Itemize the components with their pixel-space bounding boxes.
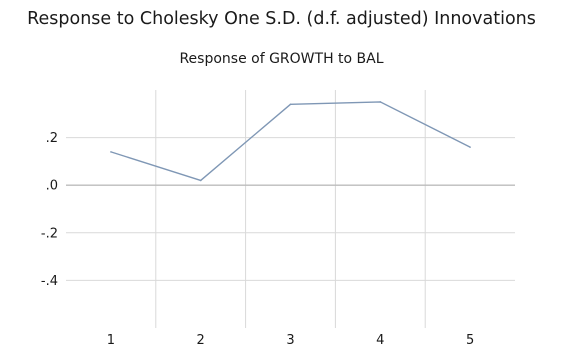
y-tick-label: -.2	[41, 226, 58, 241]
y-tick-label: -.4	[41, 274, 58, 289]
x-axis-ticks: 1 2 3 4 5	[107, 333, 474, 348]
grid-lines	[66, 90, 515, 328]
data-point	[379, 101, 382, 103]
series-line	[110, 101, 471, 182]
x-tick-label: 3	[286, 333, 294, 348]
chart-subtitle: Response of GROWTH to BAL	[179, 51, 384, 67]
y-tick-label: .2	[46, 131, 58, 146]
x-tick-label: 1	[107, 333, 115, 348]
data-point	[110, 151, 112, 153]
chart-title: Response to Cholesky One S.D. (d.f. adju…	[27, 9, 536, 29]
series-layer	[110, 101, 471, 182]
data-point	[199, 179, 202, 182]
y-tick-label: .0	[46, 179, 58, 194]
data-point	[289, 103, 292, 106]
data-point	[469, 146, 471, 148]
x-tick-label: 2	[197, 333, 205, 348]
x-tick-label: 4	[376, 333, 384, 348]
x-tick-label: 5	[466, 333, 474, 348]
y-axis-ticks: .2 .0 -.2 -.4	[41, 131, 58, 289]
